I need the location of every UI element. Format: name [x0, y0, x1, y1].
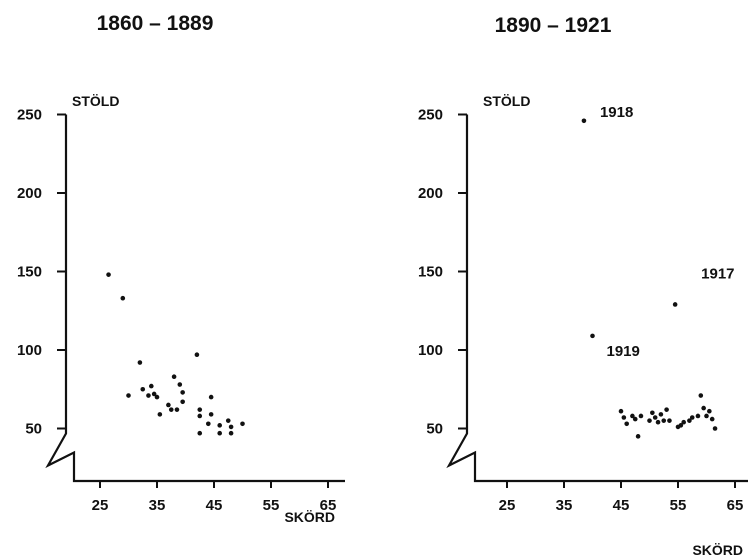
- y-tick-label: 150: [17, 264, 42, 281]
- y-tick-label: 250: [418, 107, 443, 124]
- data-point: [664, 407, 669, 412]
- chart-panel-2: 1890 – 1921 50 100 150 200 250 25 35 45 55 65 STÖLD…: [418, 14, 748, 558]
- x-axis-label: SKÖRD: [692, 542, 743, 558]
- axes-with-break: [45, 114, 345, 483]
- data-point: [208, 394, 214, 400]
- data-point: [194, 352, 200, 358]
- data-point: [590, 333, 595, 339]
- x-axis-label: SKÖRD: [284, 509, 335, 525]
- x-tick-label: 35: [556, 497, 573, 514]
- year-annotation: 1917: [701, 265, 734, 282]
- data-point: [652, 415, 658, 420]
- y-tick-label: 100: [17, 342, 42, 359]
- x-tick-label: 25: [499, 497, 516, 514]
- x-tick-label: 65: [727, 497, 744, 514]
- data-point: [180, 399, 185, 405]
- data-point: [240, 421, 245, 427]
- data-point: [624, 421, 629, 427]
- data-point: [106, 272, 111, 277]
- data-point: [630, 413, 635, 419]
- data-point: [687, 418, 692, 423]
- data-point: [681, 419, 686, 425]
- data-point: [618, 408, 624, 414]
- x-tick-label: 65: [320, 497, 337, 514]
- data-point: [672, 302, 678, 307]
- data-point: [166, 402, 171, 408]
- y-axis-label: STÖLD: [72, 93, 119, 109]
- data-point: [197, 413, 203, 419]
- data-point: [695, 413, 701, 419]
- data-point: [217, 430, 222, 436]
- data-point: [661, 418, 667, 423]
- x-tick-label: 35: [149, 497, 166, 514]
- data-point: [140, 386, 146, 392]
- y-axis-label: STÖLD: [483, 93, 530, 109]
- x-tick-label: 45: [613, 497, 630, 514]
- data-point: [197, 407, 203, 412]
- data-point: [168, 407, 174, 412]
- data-point: [712, 426, 718, 431]
- x-tick-label: 25: [92, 497, 109, 514]
- data-point: [180, 390, 185, 395]
- data-point: [149, 383, 154, 389]
- y-tick-label: 50: [25, 421, 42, 438]
- data-point: [638, 413, 644, 419]
- year-annotation: 1918: [600, 104, 633, 121]
- axes-with-break: [446, 114, 748, 483]
- data-point: [701, 405, 706, 411]
- data-point: [157, 412, 163, 417]
- y-tick-label: 50: [426, 421, 443, 438]
- data-point: [704, 413, 709, 419]
- data-point: [581, 118, 587, 124]
- data-point: [667, 418, 672, 423]
- data-point: [689, 415, 695, 420]
- data-point: [225, 418, 231, 423]
- x-tick-label: 55: [263, 497, 280, 514]
- y-tick-label: 200: [418, 185, 443, 202]
- data-point: [228, 430, 234, 436]
- data-point: [174, 407, 180, 412]
- data-point: [709, 416, 715, 422]
- data-point: [217, 423, 222, 428]
- data-point: [650, 410, 655, 416]
- data-point: [154, 394, 160, 400]
- chart-panel-1: 1860 – 1889 50 100 150 200 250 25 35 45 55 65 STÖLD…: [17, 12, 345, 525]
- data-point: [146, 393, 151, 398]
- data-point: [126, 393, 131, 398]
- y-tick-label: 100: [418, 342, 443, 359]
- data-point: [206, 421, 211, 427]
- data-point: [635, 434, 641, 439]
- chart-title: 1860 – 1889: [97, 12, 214, 35]
- y-tick-label: 150: [418, 264, 443, 281]
- data-point: [171, 374, 177, 379]
- data-point: [208, 412, 214, 417]
- data-point: [137, 360, 143, 365]
- data-point: [120, 295, 126, 301]
- data-point: [197, 430, 203, 436]
- x-tick-label: 55: [670, 497, 687, 514]
- data-point: [658, 412, 664, 417]
- year-annotation: 1919: [607, 343, 640, 360]
- data-point: [177, 382, 183, 387]
- data-point: [228, 424, 234, 430]
- data-point: [698, 393, 704, 398]
- y-tick-label: 200: [17, 185, 42, 202]
- data-point: [655, 419, 661, 425]
- data-point: [675, 424, 681, 430]
- x-tick-label: 45: [206, 497, 223, 514]
- chart-title: 1890 – 1921: [495, 14, 612, 37]
- data-point: [647, 418, 652, 423]
- y-tick-label: 250: [17, 107, 42, 124]
- data-point: [621, 415, 627, 420]
- data-point: [151, 391, 157, 397]
- data-point: [632, 416, 638, 422]
- data-point: [707, 408, 712, 414]
